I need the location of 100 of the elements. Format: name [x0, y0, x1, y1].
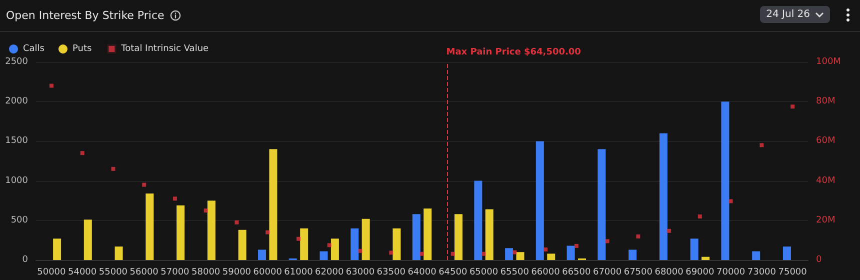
bar: [412, 214, 420, 260]
point: [574, 244, 578, 248]
x-tick-label: 66500: [562, 268, 591, 278]
y2-tick-label: 20M: [816, 215, 836, 226]
chart-title: Open Interest By Strike Price: [6, 9, 164, 22]
point: [49, 84, 54, 88]
bar: [392, 228, 401, 260]
y-tick-label: 500: [10, 215, 28, 226]
bar: [474, 180, 482, 260]
bar: [659, 133, 668, 260]
point: [111, 166, 116, 171]
point: [512, 250, 517, 254]
x-tick-label: 65500: [500, 268, 530, 278]
x-tick-label: 68000: [654, 268, 684, 278]
legend-label: Total Intrinsic Value: [120, 44, 210, 54]
point: [80, 151, 84, 156]
point: [728, 199, 733, 204]
bar: [300, 228, 308, 260]
text: 24 Jul 26: [766, 9, 810, 20]
x-tick-label: 70000: [716, 268, 746, 278]
x-tick-label: 73000: [747, 268, 776, 278]
point: [234, 220, 239, 224]
point: [389, 250, 394, 255]
bar: [505, 248, 514, 260]
x-tick-label: 59000: [222, 268, 252, 278]
bar: [782, 246, 791, 260]
point: [636, 234, 640, 238]
x-tick-label: 67000: [592, 268, 622, 278]
y-tick-label: 2500: [5, 57, 28, 67]
x-tick-label: 58000: [192, 268, 220, 278]
bar: [516, 252, 524, 260]
bar: [176, 205, 185, 260]
x-tick-label: 57000: [160, 268, 190, 278]
bar: [362, 218, 370, 260]
x-tick-label: 63000: [346, 268, 375, 278]
x-tick-label: 66000: [531, 268, 560, 278]
y-tick-label: 0: [22, 255, 28, 265]
x-tick-label: 62000: [315, 268, 344, 278]
legend-label: Calls: [23, 44, 45, 54]
bar: [485, 209, 494, 260]
x-tick-label: 50000: [37, 268, 66, 278]
point: [327, 243, 332, 248]
x-tick-label: 60000: [253, 268, 282, 278]
y2-tick-label: 40M: [816, 176, 836, 186]
bar: [258, 250, 266, 260]
ref-line-label: Max Pain Price $64,500.00: [446, 48, 581, 58]
bar: [547, 254, 556, 260]
x-tick-label: 64500: [438, 268, 468, 278]
bar: [628, 250, 637, 260]
x-tick-label: 54000: [68, 268, 97, 278]
y2-tick-label: 0: [816, 255, 822, 265]
bar: [269, 149, 278, 260]
bar: [690, 238, 698, 260]
point: [204, 208, 208, 212]
bar: [330, 238, 339, 260]
bar: [238, 230, 246, 260]
bar: [84, 220, 92, 260]
point: [142, 182, 146, 187]
y2-tick-label: 80M: [816, 96, 836, 107]
point: [450, 252, 455, 256]
y-tick-label: 1000: [5, 176, 28, 186]
bar: [454, 214, 462, 260]
y2-tick-label: 100M: [816, 57, 841, 67]
bar: [566, 246, 575, 260]
point: [266, 230, 270, 234]
point: [482, 252, 486, 256]
y2-tick-label: 60M: [816, 136, 836, 146]
x-tick-label: 64000: [408, 268, 437, 278]
point: [790, 104, 795, 109]
bar: [53, 238, 62, 260]
x-tick-label: 75000: [778, 268, 808, 278]
point: [698, 214, 702, 218]
point: [667, 228, 672, 233]
point: [420, 252, 424, 256]
bar: [424, 208, 432, 260]
x-tick-label: 63500: [376, 268, 406, 278]
x-tick-label: 56000: [130, 268, 159, 278]
point: [172, 196, 177, 201]
bar: [598, 149, 606, 260]
x-tick-label: 65000: [469, 268, 498, 278]
point: [760, 143, 764, 148]
bar: [146, 193, 154, 260]
bar: [702, 256, 710, 260]
bar: [207, 200, 216, 260]
point: [358, 248, 362, 253]
bar: [320, 251, 328, 260]
legend-label: Puts: [72, 44, 92, 54]
point: [605, 239, 610, 244]
point: [296, 236, 300, 241]
x-tick-label: 61000: [284, 268, 314, 278]
x-tick-label: 67500: [624, 268, 653, 278]
x-tick-label: 55000: [98, 268, 128, 278]
y-tick-label: 1500: [5, 136, 28, 146]
x-tick-label: 69000: [686, 268, 715, 278]
bar: [536, 141, 544, 260]
point: [544, 248, 548, 252]
bar: [114, 246, 123, 260]
y-tick-label: 2000: [5, 96, 28, 107]
bar: [721, 102, 730, 260]
bar: [350, 228, 359, 260]
